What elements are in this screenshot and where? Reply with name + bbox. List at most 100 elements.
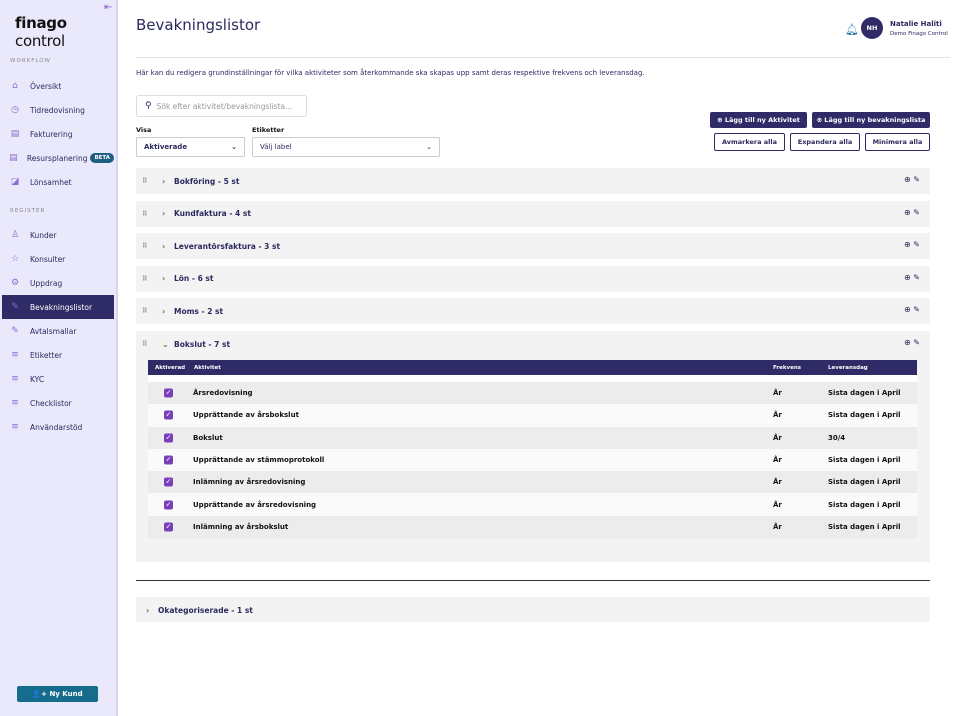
document-icon: ▤ <box>9 153 18 163</box>
col-frekvens: Frekvens <box>773 364 802 371</box>
sidebar-item-0[interactable]: ⌂ Översikt <box>2 74 114 98</box>
sidebar-item-1[interactable]: ◷ Tidredovisning <box>2 98 114 122</box>
new-customer-button[interactable]: 👤+ Ny Kund <box>17 686 98 702</box>
sidebar-item-3[interactable]: ▤ Resursplanering BETA <box>2 146 114 170</box>
group-header[interactable]: ⠿ › Lön - 6 st <box>136 266 930 292</box>
cell-aktivitet: Upprättande av årsredovisning <box>193 500 317 509</box>
chevron-right-icon[interactable]: › <box>162 241 166 251</box>
search-input[interactable]: ⚲ Sök efter aktivitet/bevakningslista... <box>136 95 307 117</box>
drag-handle-icon[interactable]: ⠿ <box>142 340 148 348</box>
checkbox[interactable]: ✓ <box>164 500 173 510</box>
cell-aktivitet: Bokslut <box>193 433 223 442</box>
checkbox[interactable]: ✓ <box>164 455 173 465</box>
group-header[interactable]: ⠿ ⌄ Bokslut - 7 st <box>136 331 930 357</box>
add-icon[interactable]: ⊕ <box>904 338 911 347</box>
table-row: ✓ Upprättande av årsbokslut År Sista dagen … <box>148 404 917 427</box>
group-header[interactable]: ⠿ › Bokföring - 5 st <box>136 168 930 194</box>
sidebar-item-4[interactable]: ✎ Avtalsmallar <box>2 319 114 343</box>
add-icon[interactable]: ⊕ <box>904 305 911 315</box>
sidebar-item-7[interactable]: ≡ Checklistor <box>2 391 114 415</box>
sidebar-item-label: Bevakningslistor <box>30 302 93 312</box>
sidebar-item-label: Avtalsmallar <box>30 326 77 336</box>
add-icon[interactable]: ⊕ <box>904 272 911 282</box>
sidebar-item-4[interactable]: ◪ Lönsamhet <box>2 170 114 194</box>
cell-aktivitet: Upprättande av årsbokslut <box>193 411 299 420</box>
checkbox[interactable]: ✓ <box>164 388 173 398</box>
add-activity-button[interactable]: ⊕ Lägg till ny Aktivitet <box>710 112 807 128</box>
sidebar-item-label: Tidredovisning <box>30 105 85 115</box>
collapse-sidebar-icon[interactable]: ⇤ <box>104 2 113 13</box>
bell-icon[interactable]: 🔔︎ <box>845 23 859 36</box>
sidebar-item-3[interactable]: ✎ Bevakningslistor <box>2 295 114 319</box>
add-icon[interactable]: ⊕ <box>904 207 911 217</box>
group-header[interactable]: ⠿ › Kundfaktura - 4 st <box>136 201 930 227</box>
chevron-right-icon[interactable]: › <box>162 176 166 186</box>
sidebar-item-0[interactable]: ♙ Kunder <box>2 223 114 247</box>
add-list-button[interactable]: ⊕ Lägg till ny bevakningslista <box>812 112 930 128</box>
new-customer-label: Ny Kund <box>49 690 83 698</box>
edit-icon[interactable]: ✎ <box>913 305 920 315</box>
logo: finago control <box>15 14 116 50</box>
etiketter-select[interactable]: Välj label ⌄ <box>252 137 440 157</box>
chevron-right-icon[interactable]: › <box>146 605 150 615</box>
group-header[interactable]: ⠿ › Leverantörsfaktura - 3 st <box>136 233 930 259</box>
table-row: ✓ Upprättande av årsredovisning År Sista da… <box>148 493 917 516</box>
drag-handle-icon[interactable]: ⠿ <box>142 242 148 251</box>
checkbox[interactable]: ✓ <box>164 477 173 487</box>
edit-icon[interactable]: ✎ <box>913 338 920 347</box>
group-header[interactable]: › Okategoriserade - 1 st <box>136 597 930 623</box>
chevron-right-icon[interactable]: › <box>162 274 166 284</box>
visa-select[interactable]: Aktiverade ⌄ <box>136 137 245 157</box>
drag-handle-icon[interactable]: ⠿ <box>142 274 148 283</box>
sidebar-item-6[interactable]: ≡ KYC <box>2 367 114 391</box>
sidebar-item-label: Fakturering <box>30 129 73 139</box>
drag-handle-icon[interactable]: ⠿ <box>142 209 148 218</box>
sidebar-item-1[interactable]: ☆ Konsulter <box>2 247 114 271</box>
cell-leveransdag: Sista dagen i April <box>828 411 901 420</box>
edit-icon[interactable]: ✎ <box>913 175 920 184</box>
group-title: Leverantörsfaktura - 3 st <box>174 241 281 251</box>
drag-handle-icon[interactable]: ⠿ <box>142 177 148 185</box>
minimize-all-button[interactable]: Minimera alla <box>865 133 930 151</box>
page-description: Här kan du redigera grundinställningar f… <box>136 69 645 77</box>
sidebar-item-label: Kunder <box>30 230 57 240</box>
avatar[interactable]: NH <box>861 17 883 39</box>
add-icon[interactable]: ⊕ <box>904 175 911 184</box>
group-header[interactable]: ⠿ › Moms - 2 st <box>136 298 930 324</box>
table-row: ✓ Årsredovisning År Sista dagen i April <box>148 382 917 405</box>
sidebar-item-2[interactable]: ⚙ Uppdrag <box>2 271 114 295</box>
checkbox[interactable]: ✓ <box>164 522 173 532</box>
section-workflow: WORKFLOW <box>10 58 51 64</box>
add-user-icon: 👤+ <box>32 690 50 698</box>
sidebar-item-8[interactable]: ≡ Användarstöd <box>2 415 114 439</box>
cell-leveransdag: 30/4 <box>828 433 846 442</box>
add-list-label: Lägg till ny bevakningslista <box>824 116 926 124</box>
group-4: ⠿ › Moms - 2 st ⊕ ✎ <box>136 298 930 325</box>
edit-icon[interactable]: ✎ <box>913 272 920 282</box>
sidebar-item-label: Användarstöd <box>30 422 83 432</box>
sidebar-item-5[interactable]: ≡ Etiketter <box>2 343 114 367</box>
list-icon: ≡ <box>11 422 19 432</box>
chevron-right-icon[interactable]: › <box>162 209 166 219</box>
sidebar-item-label: Uppdrag <box>30 278 63 288</box>
cell-frekvens: År <box>773 478 782 487</box>
edit-icon[interactable]: ✎ <box>913 207 920 217</box>
user-name: Natalie Haliti <box>890 20 942 28</box>
chevron-down-icon[interactable]: ⌄ <box>162 339 169 349</box>
edit-icon[interactable]: ✎ <box>913 240 920 250</box>
group-title: Bokföring - 5 st <box>174 176 240 186</box>
unmark-all-button[interactable]: Avmarkera alla <box>714 133 785 151</box>
drag-handle-icon[interactable]: ⠿ <box>142 307 148 316</box>
sidebar-item-2[interactable]: ▤ Fakturering <box>2 122 114 146</box>
table-row: ✓ Upprättande av stämmoprotokoll År Sista d… <box>148 448 917 472</box>
logo-text: finago <box>15 14 67 32</box>
beta-badge: BETA <box>90 153 114 163</box>
add-icon[interactable]: ⊕ <box>904 240 911 250</box>
checkbox[interactable]: ✓ <box>164 410 173 420</box>
chevron-right-icon[interactable]: › <box>162 306 166 316</box>
cell-leveransdag: Sista dagen i April <box>828 500 901 509</box>
expand-all-button[interactable]: Expandera alla <box>790 133 860 151</box>
group-title: Lön - 6 st <box>174 274 214 284</box>
sidebar-item-label: Konsulter <box>30 254 66 264</box>
checkbox[interactable]: ✓ <box>164 433 173 443</box>
